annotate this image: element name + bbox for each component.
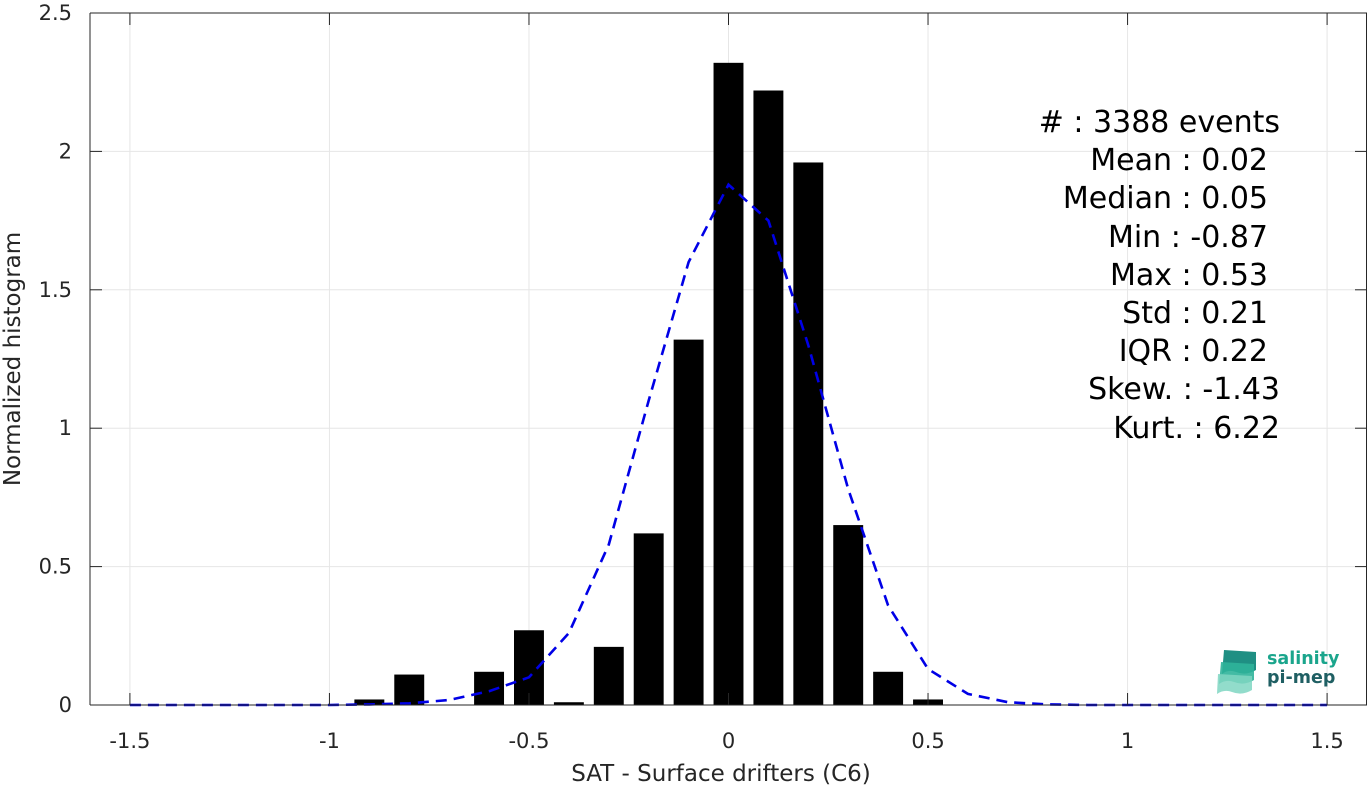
y-axis-label: Normalized histogram — [0, 232, 26, 486]
stat-mean: Mean : 0.02 — [1090, 143, 1268, 179]
stat-count: # : 3388 events — [1038, 105, 1280, 140]
x-tick-label-3: 0 — [722, 729, 735, 753]
stat-skew: Skew. : -1.43 — [1088, 372, 1280, 408]
y-tick-label-4: 2 — [59, 139, 72, 163]
bar-10 — [793, 162, 824, 706]
y-tick-labels: 0 0.5 1 1.5 2 2.5 — [39, 1, 72, 717]
y-tick-label-3: 1.5 — [39, 278, 72, 302]
stat-median: Median : 0.05 — [1062, 181, 1268, 217]
logo-text-salinity: salinity — [1267, 649, 1340, 669]
bar-7 — [673, 339, 704, 705]
bars-group — [354, 62, 943, 706]
bar-9 — [753, 90, 784, 705]
bar-2 — [474, 671, 505, 705]
statistics-box: # : 3388 events Mean : 0.02 Median : 0.0… — [940, 104, 1280, 448]
logo-text-pimep: pi-mep — [1267, 668, 1336, 688]
x-tick-label-1: -1 — [319, 729, 340, 753]
y-tick-label-2: 1 — [59, 416, 72, 440]
bar-6 — [633, 533, 664, 705]
stat-max: Max : 0.53 — [1110, 257, 1268, 293]
bar-8 — [713, 62, 744, 706]
x-tick-label-2: -0.5 — [508, 729, 549, 753]
bar-0 — [354, 699, 385, 705]
x-tick-label-5: 1 — [1121, 729, 1134, 753]
x-tick-label-6: 1.5 — [1310, 729, 1343, 753]
x-tick-label-4: 0.5 — [911, 729, 944, 753]
bar-11 — [833, 525, 864, 705]
stat-iqr: IQR : 0.22 — [1118, 334, 1268, 370]
y-tick-label-0: 0 — [59, 693, 72, 717]
stat-min: Min : -0.87 — [1107, 219, 1268, 255]
bar-4 — [553, 702, 584, 705]
x-axis-label: SAT - Surface drifters (C6) — [571, 761, 871, 785]
salinity-pimep-logo: salinity pi-mep — [1216, 646, 1346, 696]
x-tick-labels: -1.5 -1 -0.5 0 0.5 1 1.5 — [109, 729, 1343, 753]
y-tick-label-1: 0.5 — [39, 555, 72, 579]
bar-5 — [593, 646, 624, 705]
y-tick-label-5: 2.5 — [39, 1, 72, 25]
logo-waves-icon — [1217, 650, 1256, 694]
x-tick-label-0: -1.5 — [109, 729, 150, 753]
bar-12 — [873, 671, 904, 705]
stat-kurt: Kurt. : 6.22 — [1113, 410, 1280, 446]
bar-1 — [394, 674, 425, 705]
stat-std: Std : 0.21 — [1122, 295, 1268, 331]
